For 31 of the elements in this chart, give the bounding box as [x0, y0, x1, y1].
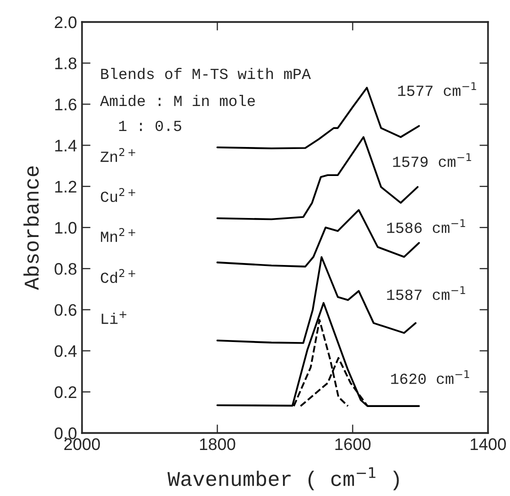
annotation: Cd$^{2+}$ [100, 269, 136, 284]
y-axis-title: Absorbance [23, 166, 39, 290]
y-tick-label: 1.0 [55, 222, 76, 234]
text: Wavenumber ( cm$^{−1}$ ) [168, 467, 399, 490]
line-series [216, 209, 420, 268]
annotation: Blends of M-TS with mPA [101, 68, 311, 80]
y-tick-label: 1.8 [55, 58, 76, 70]
y-tick-label: 1.2 [55, 180, 76, 192]
x-tick-label: 1400 [470, 438, 506, 450]
x-tick-label: 1800 [200, 438, 236, 450]
annotation: Amide : M in mole [100, 94, 255, 106]
annotation: Li$^{+}$ [102, 311, 126, 324]
annotation: 1620 cm$^{−1}$ [391, 370, 470, 384]
annotation: 1587 cm$^{−1}$ [387, 286, 466, 300]
annotation: 1577 cm$^{−1}$ [398, 82, 476, 96]
annotation: 1586 cm$^{−1}$ [387, 219, 466, 233]
y-tick-label: 0.6 [54, 304, 76, 316]
y-tick-label: 0.2 [54, 386, 76, 398]
annotation: 1579 cm$^{−1}$ [393, 153, 472, 167]
y-tick-label: 1.6 [55, 98, 76, 110]
y-tick-label: 0.8 [54, 263, 76, 275]
y-tick-label: 0.4 [54, 345, 77, 358]
y-tick-label: 2.0 [54, 16, 76, 28]
annotation: Cu$^{2+}$ [100, 188, 136, 202]
y-tick-label: 1.4 [55, 140, 77, 152]
x-tick-label: 1600 [335, 438, 371, 450]
annotation: Zn$^{2+}$ [100, 148, 136, 162]
annotation: 1 : 0.5 [119, 120, 182, 132]
x-tick-label: 2000 [64, 438, 100, 450]
y-tick-label: 0.0 [54, 427, 76, 440]
annotation: Mn$^{2+}$ [100, 228, 136, 242]
